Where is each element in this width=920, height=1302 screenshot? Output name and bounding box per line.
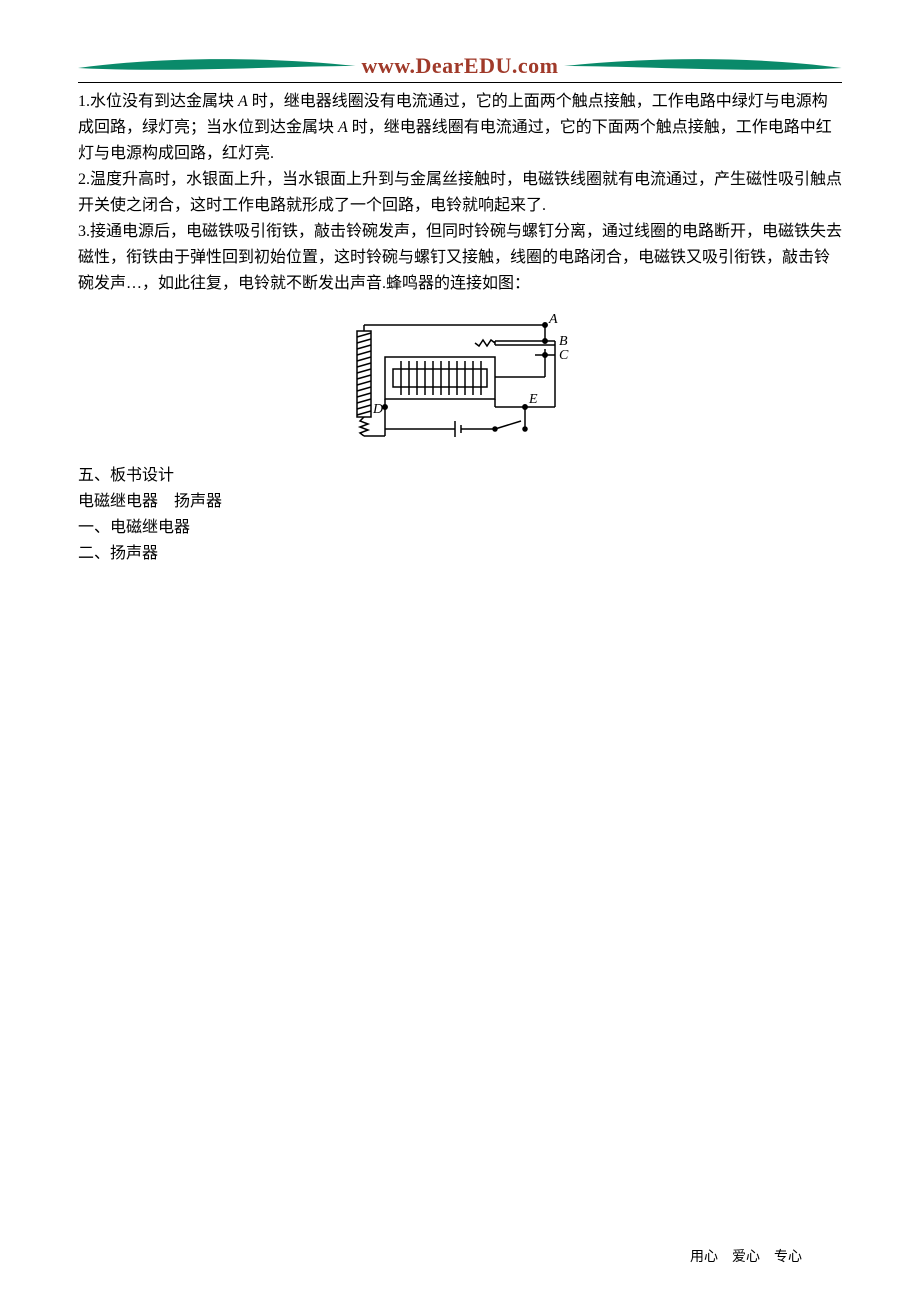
board-title: 电磁继电器 扬声器 bbox=[78, 489, 842, 515]
page: www.DearEDU.com 1.水位没有到达金属块 A 时，继电器线圈没有电… bbox=[0, 0, 920, 1302]
board-heading: 五、板书设计 bbox=[78, 463, 842, 489]
site-url: www.DearEDU.com bbox=[356, 53, 565, 79]
content-body: 1.水位没有到达金属块 A 时，继电器线圈没有电流通过，它的上面两个触点接触，工… bbox=[78, 89, 842, 567]
diagram-label-b: B bbox=[559, 334, 568, 349]
board-item-1: 一、电磁继电器 bbox=[78, 515, 842, 541]
answer-3: 3.接通电源后，电磁铁吸引衔铁，敲击铃碗发声，但同时铃碗与螺钉分离，通过线圈的电… bbox=[78, 219, 842, 297]
page-header: www.DearEDU.com bbox=[78, 55, 842, 83]
header-swish-left-icon bbox=[78, 59, 356, 73]
answer-1-italic-1: A bbox=[238, 93, 248, 110]
header-inner: www.DearEDU.com bbox=[78, 55, 842, 77]
board-item-2: 二、扬声器 bbox=[78, 541, 842, 567]
answer-1: 1.水位没有到达金属块 A 时，继电器线圈没有电流通过，它的上面两个触点接触，工… bbox=[78, 89, 842, 167]
board-design-section: 五、板书设计 电磁继电器 扬声器 一、电磁继电器 二、扬声器 bbox=[78, 463, 842, 567]
circuit-diagram-wrap: A B C D E bbox=[78, 311, 842, 441]
diagram-label-c: C bbox=[559, 348, 569, 363]
answer-2: 2.温度升高时，水银面上升，当水银面上升到与金属丝接触时，电磁铁线圈就有电流通过… bbox=[78, 167, 842, 219]
answer-1-text-a: 1.水位没有到达金属块 bbox=[78, 93, 238, 110]
page-footer: 用心 爱心 专心 bbox=[690, 1246, 802, 1266]
diagram-label-e: E bbox=[528, 392, 538, 407]
buzzer-circuit-diagram: A B C D E bbox=[345, 311, 575, 441]
diagram-label-a: A bbox=[548, 312, 558, 327]
header-swish-right-icon bbox=[564, 59, 842, 73]
answer-1-italic-2: A bbox=[338, 119, 348, 136]
diagram-label-d: D bbox=[372, 402, 383, 417]
